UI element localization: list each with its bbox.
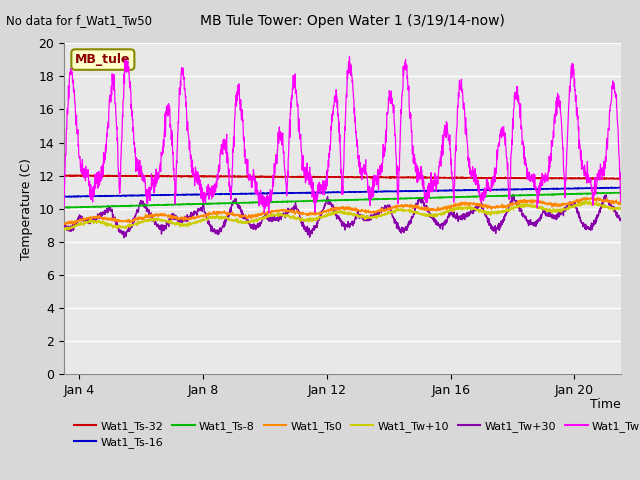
Legend: Wat1_Ts-32, Wat1_Ts-16, Wat1_Ts-8, Wat1_Ts0, Wat1_Tw+10, Wat1_Tw+30, Wat1_Tw100: Wat1_Ts-32, Wat1_Ts-16, Wat1_Ts-8, Wat1_… xyxy=(70,416,640,453)
Text: No data for f_Wat1_Tw50: No data for f_Wat1_Tw50 xyxy=(6,14,152,27)
Text: MB_tule: MB_tule xyxy=(75,53,131,66)
Text: MB Tule Tower: Open Water 1 (3/19/14-now): MB Tule Tower: Open Water 1 (3/19/14-now… xyxy=(200,14,504,28)
Text: Time: Time xyxy=(590,397,621,410)
Y-axis label: Temperature (C): Temperature (C) xyxy=(20,158,33,260)
